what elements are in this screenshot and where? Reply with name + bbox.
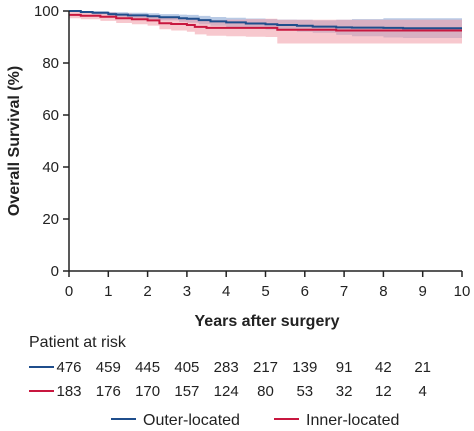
x-tick-label-0: 0 <box>65 283 73 300</box>
risk-count-1-0: 183 <box>56 383 81 400</box>
legend-label-outer: Outer-located <box>143 412 240 429</box>
ticks: 0 20 40 60 80 100 0 1 2 3 4 5 6 7 8 9 10 <box>34 3 470 300</box>
risk-count-0-2: 445 <box>135 359 160 376</box>
risk-count-1-7: 32 <box>336 383 353 400</box>
x-tick-label-8: 8 <box>379 283 387 300</box>
risk-count-0-3: 405 <box>174 359 199 376</box>
survival-line-0 <box>69 10 462 30</box>
risk-count-1-3: 157 <box>174 383 199 400</box>
risk-table: 476 459 445 405 283 217 139 91 42 21 183 176 170 157 1… <box>29 359 431 400</box>
survival-curves <box>69 10 462 32</box>
risk-count-1-4: 124 <box>214 383 239 400</box>
risk-count-1-8: 12 <box>375 383 392 400</box>
risk-count-1-6: 53 <box>296 383 313 400</box>
risk-count-1-1: 176 <box>96 383 121 400</box>
y-tick-label-100: 100 <box>34 3 59 20</box>
x-tick-label-7: 7 <box>340 283 348 300</box>
x-tick-label-9: 9 <box>419 283 427 300</box>
x-tick-label-1: 1 <box>104 283 112 300</box>
legend: Outer-located Inner-located <box>111 412 399 429</box>
survival-line-1 <box>69 13 462 32</box>
risk-count-0-7: 91 <box>336 359 353 376</box>
y-tick-label-20: 20 <box>42 211 59 228</box>
risk-count-1-2: 170 <box>135 383 160 400</box>
y-tick-label-80: 80 <box>42 55 59 72</box>
risk-count-0-4: 283 <box>214 359 239 376</box>
x-tick-label-5: 5 <box>261 283 269 300</box>
risk-table-title: Patient at risk <box>29 334 127 351</box>
risk-count-0-6: 139 <box>292 359 317 376</box>
axes <box>68 11 462 272</box>
x-tick-label-6: 6 <box>301 283 309 300</box>
risk-count-0-5: 217 <box>253 359 278 376</box>
x-tick-label-10: 10 <box>454 283 471 300</box>
y-tick-label-0: 0 <box>51 263 59 280</box>
y-axis-title: Overall Survival (%) <box>6 66 23 216</box>
risk-count-0-0: 476 <box>56 359 81 376</box>
risk-count-0-9: 21 <box>414 359 431 376</box>
risk-count-1-9: 4 <box>419 383 427 400</box>
x-tick-label-3: 3 <box>183 283 191 300</box>
y-tick-label-60: 60 <box>42 107 59 124</box>
legend-label-inner: Inner-located <box>306 412 399 429</box>
risk-count-1-5: 80 <box>257 383 274 400</box>
x-tick-label-2: 2 <box>143 283 151 300</box>
risk-count-0-1: 459 <box>96 359 121 376</box>
x-tick-label-4: 4 <box>222 283 230 300</box>
x-axis-title: Years after surgery <box>195 313 340 330</box>
y-tick-label-40: 40 <box>42 159 59 176</box>
risk-count-0-8: 42 <box>375 359 392 376</box>
